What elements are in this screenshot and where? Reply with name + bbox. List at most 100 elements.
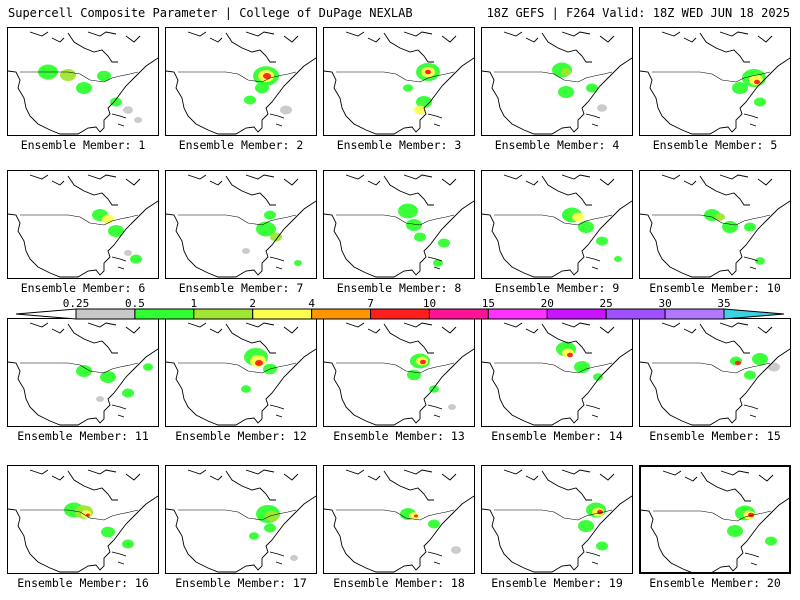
- member-map-panel[interactable]: [7, 170, 159, 279]
- us-canada-border: [178, 362, 297, 374]
- model-run-info: 18Z GEFS | F264 Valid: 18Z WED JUN 18 20…: [486, 6, 790, 20]
- caribbean-islands: [111, 113, 127, 127]
- member-map-panel[interactable]: [323, 27, 475, 136]
- north-america-map: [166, 31, 316, 135]
- scp-contour: [755, 257, 765, 265]
- caribbean-islands: [585, 256, 601, 270]
- scp-contour: [765, 536, 777, 546]
- scp-contour: [735, 360, 741, 366]
- member-caption: Ensemble Member: 20: [649, 576, 781, 590]
- member-map-panel[interactable]: [323, 170, 475, 279]
- arctic-islands: [29, 322, 141, 334]
- north-america-map: [324, 174, 474, 278]
- member-map-panel[interactable]: [7, 27, 159, 136]
- scp-contour: [715, 213, 725, 221]
- member-map-panel[interactable]: [639, 465, 791, 574]
- us-canada-border: [178, 214, 297, 226]
- us-canada-border: [494, 362, 613, 374]
- caribbean-islands: [111, 256, 127, 270]
- us-canada-border: [20, 71, 139, 83]
- member-caption: Ensemble Member: 3: [336, 138, 462, 152]
- arctic-islands: [345, 31, 457, 43]
- member-map-panel[interactable]: [7, 465, 159, 574]
- scp-contour: [727, 525, 743, 537]
- colorbar-tick-label: 25: [599, 297, 613, 310]
- coastline: [8, 495, 158, 573]
- scp-contour: [597, 509, 603, 515]
- hudson-bay-coast: [541, 323, 592, 354]
- coastline: [640, 200, 790, 278]
- member-map-panel[interactable]: [481, 27, 633, 136]
- north-america-map: [324, 322, 474, 426]
- coastline: [324, 200, 474, 278]
- scp-contour: [123, 106, 133, 114]
- member-map-panel[interactable]: [7, 318, 159, 427]
- arctic-islands: [187, 174, 299, 186]
- scp-contour: [242, 248, 250, 254]
- scp-contour: [451, 546, 461, 554]
- us-canada-border: [336, 214, 455, 226]
- member-map-panel[interactable]: [481, 465, 633, 574]
- arctic-islands: [661, 31, 773, 43]
- member-map-panel[interactable]: [639, 170, 791, 279]
- hudson-bay-coast: [541, 470, 592, 501]
- member-map-panel[interactable]: [639, 27, 791, 136]
- arctic-islands: [661, 322, 773, 334]
- scp-contour: [586, 83, 598, 93]
- coastline: [324, 495, 474, 573]
- scp-contour: [448, 404, 456, 410]
- north-america-map: [324, 31, 474, 135]
- member-map-panel[interactable]: [323, 318, 475, 427]
- coastline: [482, 348, 632, 426]
- us-canada-border: [336, 509, 455, 521]
- scp-contour: [414, 232, 426, 242]
- us-canada-border: [178, 509, 297, 521]
- colorbar-tick-label: 10: [422, 297, 437, 310]
- member-map-panel[interactable]: [481, 170, 633, 279]
- north-america-map: [8, 31, 158, 135]
- colorbar-tick-label: 35: [717, 297, 731, 310]
- scp-contour: [414, 514, 418, 518]
- caribbean-islands: [269, 404, 285, 418]
- hudson-bay-coast: [383, 470, 434, 501]
- scp-contour: [134, 117, 142, 123]
- scp-contour: [420, 359, 426, 365]
- scp-contour: [433, 259, 443, 267]
- member-map-panel[interactable]: [323, 465, 475, 574]
- caribbean-islands: [111, 404, 127, 418]
- colorbar-segment: [193, 308, 254, 320]
- north-america-map: [8, 469, 158, 573]
- hudson-bay-coast: [225, 470, 276, 501]
- member-caption: Ensemble Member: 2: [178, 138, 304, 152]
- us-canada-border: [653, 510, 772, 522]
- scp-contour: [754, 97, 766, 107]
- scp-contour: [403, 84, 413, 92]
- member-caption: Ensemble Member: 15: [649, 429, 781, 443]
- scp-contour: [122, 539, 134, 549]
- member-map-panel[interactable]: [165, 170, 317, 279]
- colorbar-tick-label: 7: [367, 297, 374, 310]
- member-map-panel[interactable]: [165, 27, 317, 136]
- hudson-bay-coast: [699, 175, 750, 206]
- member-map-panel[interactable]: [165, 465, 317, 574]
- colorbar-tick-label: 30: [658, 297, 672, 310]
- member-map-panel[interactable]: [481, 318, 633, 427]
- member-caption: Ensemble Member: 13: [333, 429, 465, 443]
- scp-contour: [722, 221, 738, 233]
- scp-contour: [596, 541, 608, 551]
- scp-contour: [561, 68, 571, 76]
- coastline: [8, 57, 158, 135]
- colorbar-tick-label: 2: [249, 297, 257, 310]
- member-map-panel[interactable]: [639, 318, 791, 427]
- caribbean-islands: [427, 113, 443, 127]
- colorbar-segment: [311, 308, 372, 320]
- caribbean-islands: [585, 113, 601, 127]
- member-caption: Ensemble Member: 11: [17, 429, 149, 443]
- colorbar-segment: [487, 308, 548, 320]
- hudson-bay-coast: [383, 323, 434, 354]
- scp-contour: [768, 362, 780, 372]
- hudson-bay-coast: [700, 471, 751, 502]
- arctic-islands: [187, 31, 299, 43]
- map-title: Supercell Composite Parameter | College …: [8, 6, 413, 20]
- member-map-panel[interactable]: [165, 318, 317, 427]
